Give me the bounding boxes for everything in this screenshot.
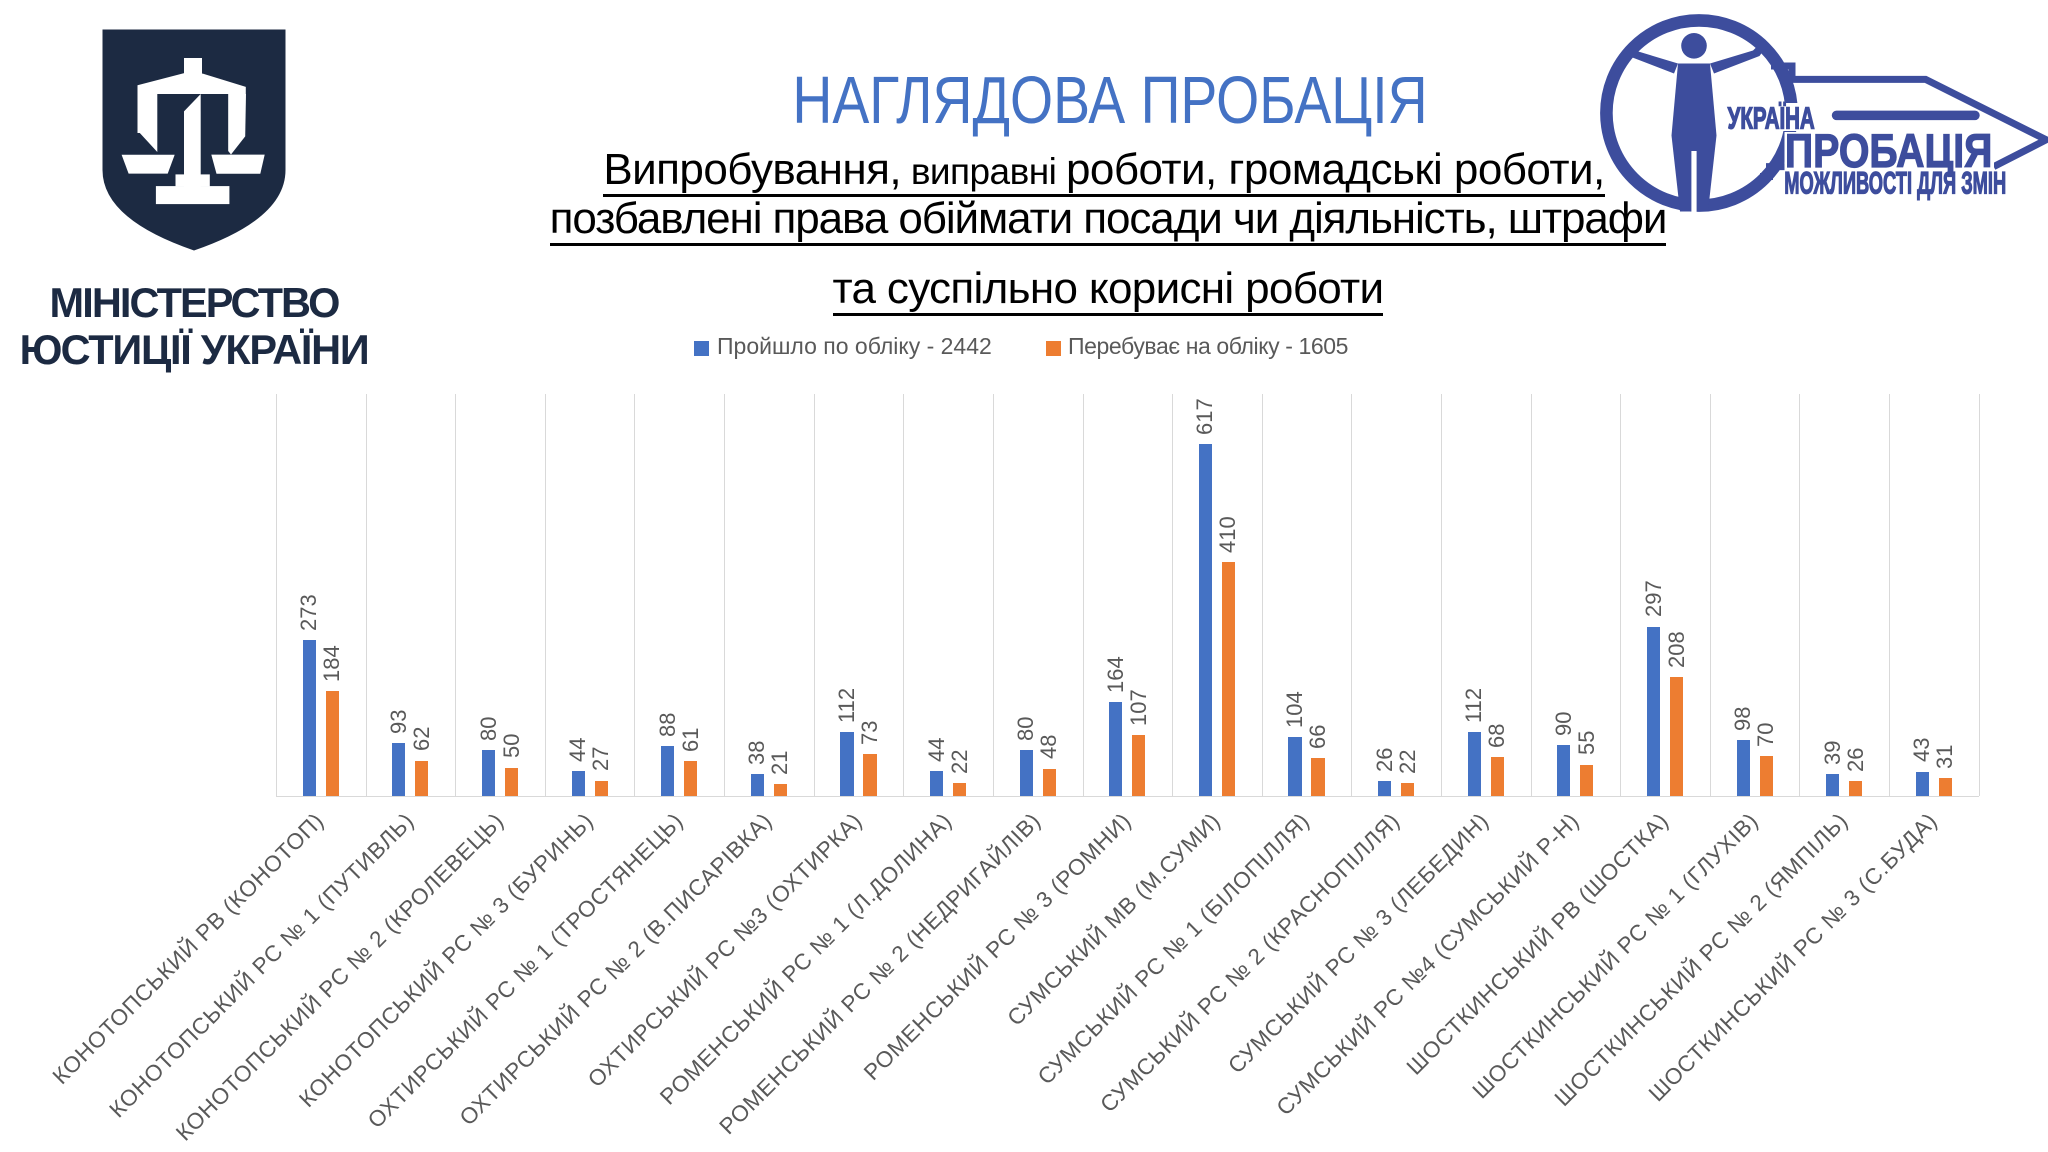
svg-text:УКРАЇНА: УКРАЇНА: [1728, 100, 1815, 135]
svg-text:МОЖЛИВОСТІ ДЛЯ ЗМІН: МОЖЛИВОСТІ ДЛЯ ЗМІН: [1784, 166, 2006, 200]
svg-text:ПРОБАЦІЯ: ПРОБАЦІЯ: [1785, 126, 1993, 178]
